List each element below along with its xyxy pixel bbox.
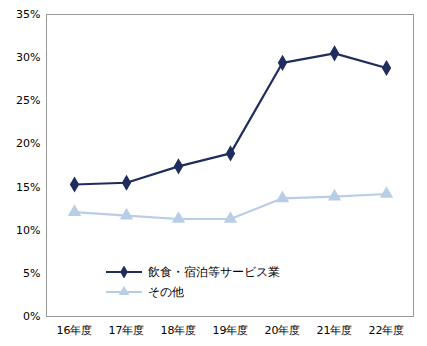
svg-text:18年度: 18年度 (161, 324, 197, 337)
svg-text:20%: 20% (16, 137, 40, 150)
svg-text:19年度: 19年度 (213, 324, 249, 337)
svg-text:10%: 10% (16, 224, 40, 237)
svg-text:16年度: 16年度 (57, 324, 93, 337)
html-text:その他: その他 (148, 284, 184, 299)
svg-text:21年度: 21年度 (317, 324, 353, 337)
svg-text:5%: 5% (23, 267, 40, 280)
html-text:飲食・宿泊等サービス業: 飲食・宿泊等サービス業 (148, 264, 280, 279)
svg-text:15%: 15% (16, 181, 40, 194)
svg-text:35%: 35% (16, 8, 40, 21)
svg-text:30%: 30% (16, 51, 40, 64)
svg-text:25%: 25% (16, 94, 40, 107)
svg-text:17年度: 17年度 (109, 324, 145, 337)
svg-text:20年度: 20年度 (265, 324, 301, 337)
svg-text:0%: 0% (23, 310, 40, 323)
svg-text:22年度: 22年度 (369, 324, 405, 337)
